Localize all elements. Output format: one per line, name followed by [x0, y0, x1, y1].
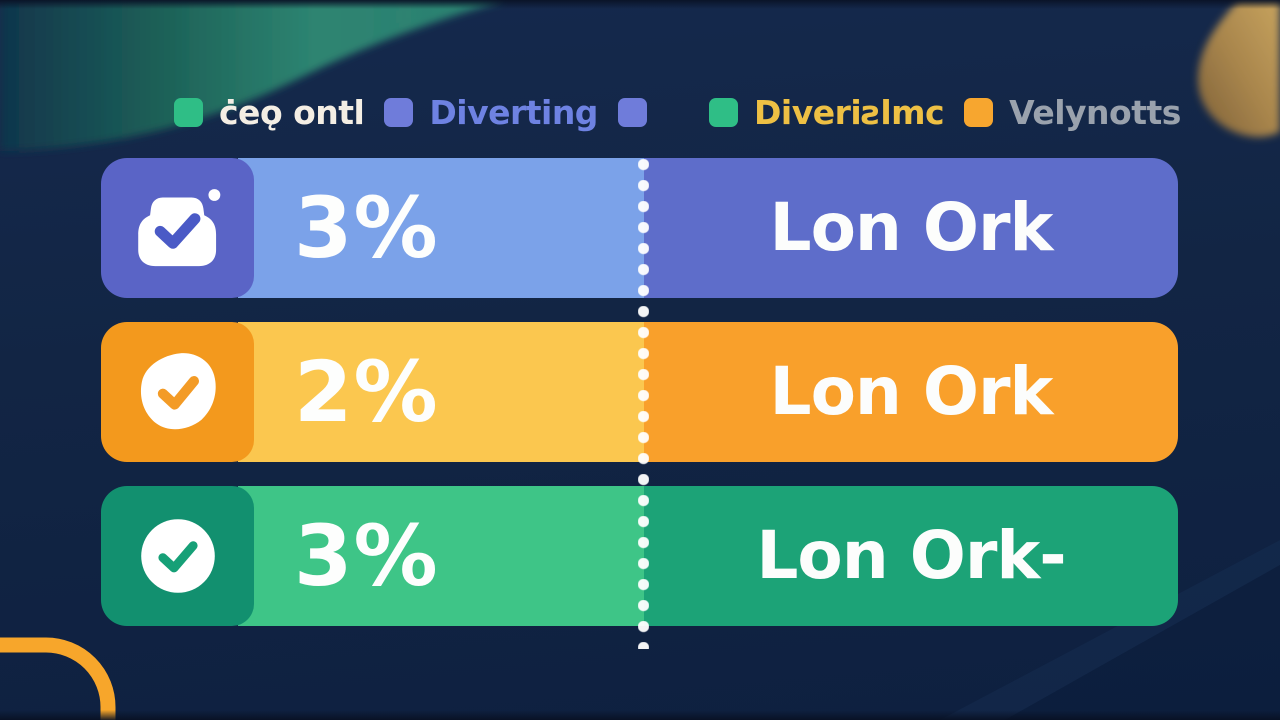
row-label: Lon Ork: [769, 189, 1054, 266]
percent-value: 3%: [294, 179, 439, 277]
icon-block: [101, 322, 254, 462]
legend-item: Diveriƨlmc: [709, 93, 945, 132]
legend-item: [617, 98, 663, 127]
row-label: Lon Ork-: [756, 517, 1066, 594]
legend-label: Diveriƨlmc: [754, 93, 945, 132]
stat-rows: 3% Lon Ork 2% Lon Ork: [101, 158, 1178, 650]
legend-label: Diverting: [429, 93, 598, 132]
legend-swatch-blue: [617, 98, 647, 127]
label-cell: Lon Ork: [644, 322, 1178, 462]
legend-item: Velynotts: [964, 96, 1181, 129]
icon-block: [101, 158, 254, 298]
legend-swatch-green: [709, 98, 738, 127]
stat-row-blue: 3% Lon Ork: [101, 158, 1178, 298]
icon-block: [101, 486, 254, 626]
orange-outline-shape: [0, 637, 116, 720]
value-cell: 3%: [238, 486, 644, 626]
legend-item: ċeǫ ontl: [174, 93, 365, 132]
legend-swatch-blue: [384, 98, 414, 127]
legend-item: Diverting: [384, 96, 598, 129]
legend-label: Velynotts: [1009, 93, 1181, 132]
label-cell: Lon Ork-: [644, 486, 1178, 626]
legend: ċeǫ ontl Diverting Diveriƨlmc Velynotts: [0, 96, 1280, 129]
label-cell: Lon Ork: [644, 158, 1178, 298]
bottom-edge-shade: [0, 710, 1280, 720]
value-cell: 2%: [238, 322, 644, 462]
legend-label: ċeǫ ontl: [219, 93, 365, 132]
circle-check-icon: [140, 519, 215, 593]
legend-swatch-green: [174, 98, 203, 127]
percent-value: 3%: [294, 507, 439, 605]
legend-swatch-orange: [964, 98, 994, 127]
shield-check-icon: [140, 353, 216, 430]
legend-group-right: Diveriƨlmc Velynotts: [709, 96, 1181, 129]
legend-group-left: ċeǫ ontl Diverting: [174, 96, 663, 129]
row-label: Lon Ork: [769, 353, 1054, 430]
inbox-check-icon: [137, 189, 220, 267]
top-edge-shade: [0, 0, 1280, 9]
stat-row-orange: 2% Lon Ork: [101, 322, 1178, 462]
value-cell: 3%: [238, 158, 644, 298]
percent-value: 2%: [294, 343, 439, 441]
dotted-divider: [638, 159, 649, 649]
